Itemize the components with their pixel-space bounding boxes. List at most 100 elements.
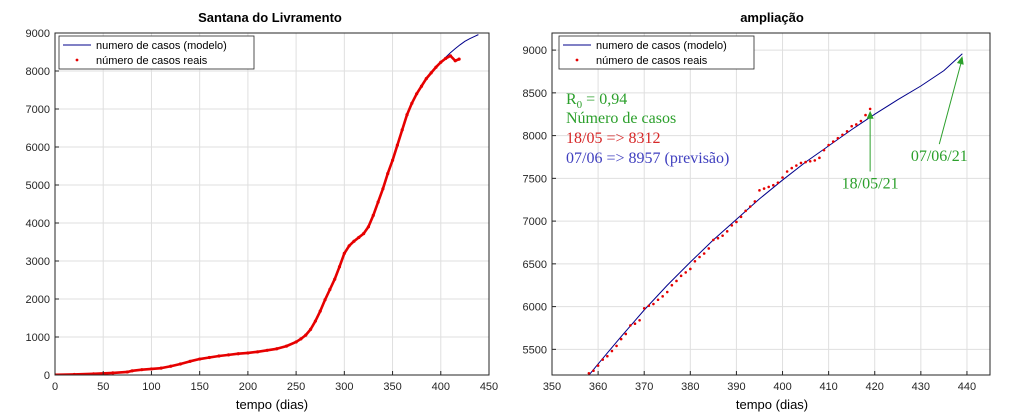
right-series-real-point xyxy=(601,358,605,361)
right-series-real-point xyxy=(702,252,706,255)
left-chart-data xyxy=(55,34,479,375)
right-series-real-point xyxy=(707,247,711,250)
left-ytick-label: 7000 xyxy=(26,104,50,116)
right-series-real-point xyxy=(790,166,794,170)
right-series-real-point xyxy=(610,349,614,353)
right-series-real-point xyxy=(781,176,784,179)
left-ytick-label: 1000 xyxy=(26,332,50,344)
right-series-real-point xyxy=(725,230,729,233)
right-series-real-point xyxy=(827,143,830,147)
annotation-arrow-shaft xyxy=(938,57,963,145)
right-series-real-point xyxy=(583,375,586,378)
right-xtick-label: 410 xyxy=(819,381,837,393)
right-series-real-point xyxy=(730,224,734,227)
annotation-r0-subscript: 0 xyxy=(577,99,583,111)
left-xtick-label: 400 xyxy=(432,381,450,393)
right-series-real-point xyxy=(629,324,632,327)
right-ytick-label: 8500 xyxy=(523,88,547,100)
annotation-numero-de-casos: Número de casos xyxy=(566,110,676,127)
right-series-real-point xyxy=(647,304,651,308)
left-ytick-label: 0 xyxy=(44,370,50,382)
right-series-real-point xyxy=(864,113,867,117)
right-series-real-point xyxy=(795,164,798,167)
right-xtick-label: 440 xyxy=(958,381,976,393)
right-ytick-label: 6500 xyxy=(523,259,547,271)
right-series-real-point xyxy=(665,290,669,294)
right-series-real-point xyxy=(831,140,835,143)
right-legend-real-label: número de casos reais xyxy=(596,55,708,67)
annotation-r0-value: = 0,94 xyxy=(582,91,627,108)
right-ytick-label: 7500 xyxy=(523,173,547,185)
right-series-real-point xyxy=(799,161,803,165)
right-ytick-label: 6000 xyxy=(523,302,547,314)
left-chart-legend: numero de casos (modelo) número de casos… xyxy=(58,35,255,70)
left-legend-box xyxy=(58,35,255,70)
right-series-real-point xyxy=(698,255,701,259)
right-series-real-point xyxy=(661,295,664,298)
right-xtick-label: 350 xyxy=(543,381,561,393)
annotation-forecast-count: 07/06 => 8957 (previsão) xyxy=(566,150,729,167)
annotation-arrow-label: 07/06/21 xyxy=(911,148,968,165)
right-series-real-point xyxy=(739,215,743,219)
left-xtick-label: 300 xyxy=(335,381,353,393)
left-chart-title: Santana do Livramento xyxy=(198,10,342,25)
left-legend-real-label: número de casos reais xyxy=(96,55,208,67)
right-series-real-point xyxy=(689,267,692,271)
right-xtick-label: 370 xyxy=(635,381,653,393)
annotation-r0: R0 = 0,94 xyxy=(566,91,627,111)
right-series-real-point xyxy=(679,274,683,278)
right-series-real-point xyxy=(758,189,761,192)
left-ytick-label: 5000 xyxy=(26,180,50,192)
right-xtick-label: 420 xyxy=(866,381,884,393)
right-series-real-point xyxy=(813,159,817,162)
right-series-real-point xyxy=(854,123,858,126)
right-series-real-point xyxy=(804,160,807,164)
left-xtick-label: 250 xyxy=(287,381,305,393)
left-ytick-label: 6000 xyxy=(26,142,50,154)
right-series-real-point xyxy=(735,220,738,224)
left-legend-model-label: numero de casos (modelo) xyxy=(96,40,227,52)
right-ytick-label: 8000 xyxy=(523,131,547,143)
right-xtick-label: 360 xyxy=(589,381,607,393)
right-chart: ampliação 350 360 370 380 390 400 410 420 430 440… xyxy=(523,10,991,412)
right-series-real-point xyxy=(587,371,591,375)
left-xtick-label: 200 xyxy=(239,381,257,393)
right-chart-annotations: R0 = 0,94 Número de casos 18/05 => 8312 … xyxy=(566,56,968,193)
left-series-real-trace xyxy=(55,54,460,375)
left-chart-frame xyxy=(54,32,490,376)
right-series-real-point xyxy=(633,322,637,326)
right-series-real-point xyxy=(578,378,581,381)
right-xtick-label: 390 xyxy=(727,381,745,393)
annotation-observed-count: 18/05 => 8312 xyxy=(566,130,661,147)
left-legend-real-swatch xyxy=(75,58,79,62)
right-series-real-point xyxy=(845,130,849,133)
right-series-real-point xyxy=(656,298,660,302)
right-series-model-line xyxy=(588,53,963,375)
right-ytick-label: 7000 xyxy=(523,216,547,228)
right-chart-legend: numero de casos (modelo) número de casos… xyxy=(558,35,755,70)
right-xtick-label: 430 xyxy=(912,381,930,393)
left-chart-ticks: 0 50 100 150 200 250 300 350 400 450 0 1000 2000 3000… xyxy=(26,28,499,393)
right-ytick-label: 5500 xyxy=(523,344,547,356)
left-ytick-label: 2000 xyxy=(26,294,50,306)
right-series-real-point xyxy=(808,159,812,163)
right-series-real-point xyxy=(818,156,821,160)
right-series-real-point xyxy=(619,337,623,341)
right-series-real-point xyxy=(716,236,720,240)
right-series-real-point xyxy=(744,209,747,213)
right-xtick-label: 400 xyxy=(773,381,791,393)
left-xtick-label: 100 xyxy=(142,381,160,393)
right-series-real-point xyxy=(748,205,752,208)
left-xtick-label: 50 xyxy=(97,381,109,393)
left-ytick-label: 9000 xyxy=(26,28,50,40)
right-series-real-point xyxy=(841,133,844,137)
right-series-real-point xyxy=(624,332,628,336)
right-series-real-point xyxy=(721,234,724,237)
right-series-real-point xyxy=(836,136,840,140)
right-series-real-point xyxy=(772,183,775,187)
right-legend-box xyxy=(558,35,755,70)
right-series-real-point xyxy=(776,181,780,184)
annotation-arrow-label: 18/05/21 xyxy=(842,176,899,193)
right-xtick-label: 380 xyxy=(681,381,699,393)
